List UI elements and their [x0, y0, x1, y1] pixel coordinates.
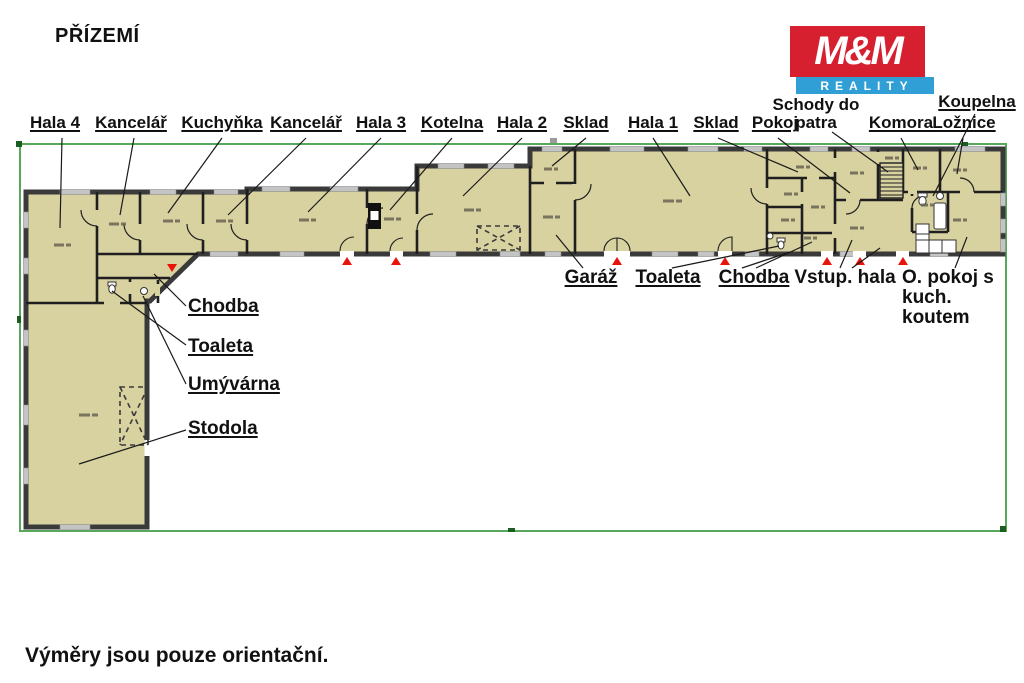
room-label-koupelna: Koupelna — [938, 92, 1016, 111]
room-label-stodola: Stodola — [188, 418, 258, 439]
room-label-toaleta-2: Toaleta — [635, 267, 701, 288]
site-boundary — [16, 138, 1007, 532]
kitchen-counter-icon — [915, 223, 957, 254]
dashed-areas — [119, 225, 521, 446]
page-title: PŘÍZEMÍ — [55, 25, 140, 47]
boiler-icon — [368, 203, 381, 229]
boundary-corner-mark — [1000, 526, 1006, 532]
room-label-sklad-1: Sklad — [563, 113, 609, 132]
room-label-garaz: Garáž — [564, 267, 618, 288]
room-label-hala-1: Hala 1 — [627, 113, 679, 132]
room-label-loznice: Ložnice — [932, 113, 996, 132]
room-label-kancelar-2: Kancelář — [270, 113, 342, 132]
room-label-hala-4: Hala 4 — [29, 113, 81, 132]
room-label-hala-2: Hala 2 — [496, 113, 548, 132]
room-label-vstup-hala: Vstup. hala — [794, 267, 896, 288]
entrance-arrow-icons — [167, 257, 908, 272]
room-label-sklad-2: Sklad — [693, 113, 739, 132]
leader-lines — [59, 113, 976, 465]
room-label-kotelna: Kotelna — [420, 113, 484, 132]
room-label-toaleta-1: Toaleta — [188, 336, 254, 357]
boundary-tick — [508, 528, 515, 532]
logo-mark: M&M — [790, 26, 925, 77]
stairs-icon — [879, 162, 904, 199]
boundary-tick — [17, 316, 21, 323]
room-label-o-pokoj: O. pokoj s kuch. koutem — [902, 267, 994, 328]
room-label-kuchynka: Kuchyňka — [181, 113, 263, 132]
mm-reality-logo: M&M REALITY — [790, 26, 936, 94]
room-label-kancelar-1: Kancelář — [95, 113, 167, 132]
room-label-umyvarna: Umývárna — [188, 374, 280, 395]
room-label-chodba-2: Chodba — [718, 267, 790, 288]
room-label-hala-3: Hala 3 — [355, 113, 407, 132]
boundary-tick — [962, 142, 968, 146]
footnote: Výměry jsou pouze orientační. — [25, 644, 329, 667]
bathroom-fixtures — [107, 192, 947, 295]
room-label-schody-do-patra: Schody do patra — [772, 95, 860, 132]
room-label-chodba-1: Chodba — [188, 296, 259, 317]
room-label-pokoj: Pokoj — [751, 113, 799, 132]
room-label-komora: Komora — [868, 113, 934, 132]
dimension-tick — [550, 138, 557, 143]
boundary-corner-mark — [16, 141, 22, 147]
entrance-openings — [339, 236, 909, 257]
windows — [23, 146, 1006, 530]
logo-subtitle: REALITY — [796, 77, 934, 94]
